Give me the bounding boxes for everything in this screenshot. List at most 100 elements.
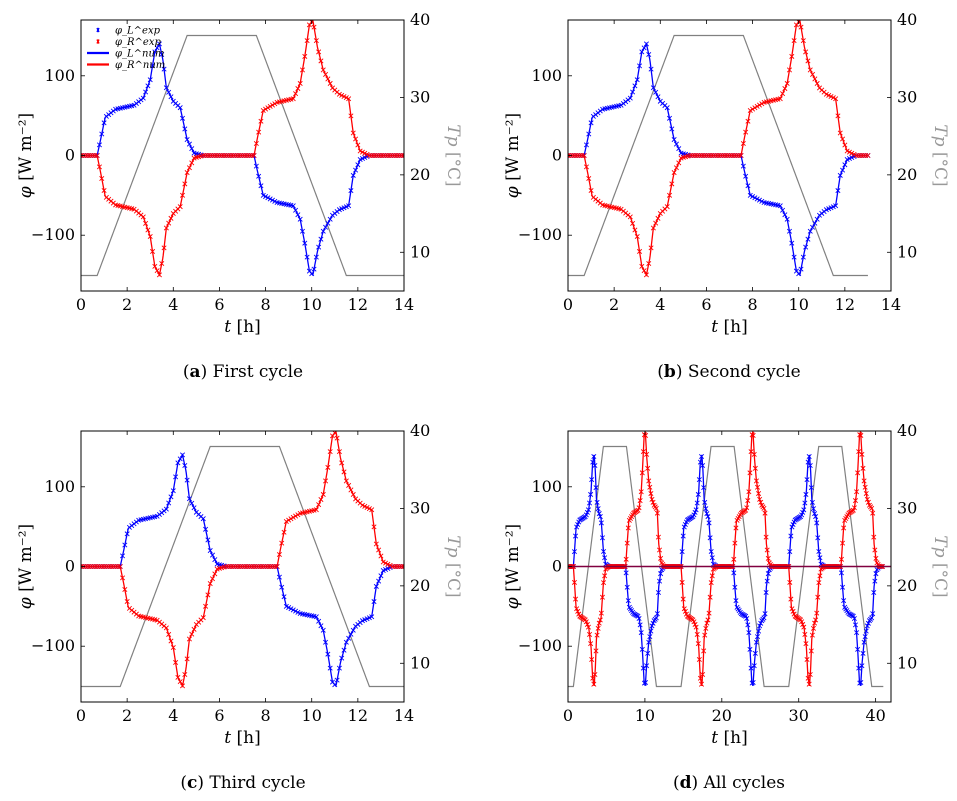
data-point <box>184 656 190 662</box>
data-point <box>339 655 345 661</box>
data-point <box>696 477 702 483</box>
data-point <box>693 624 699 630</box>
data-point <box>598 520 604 526</box>
data-point <box>752 465 758 471</box>
y2-tick-label: 10 <box>897 242 917 261</box>
data-point <box>731 570 737 576</box>
data-point <box>96 142 102 148</box>
data-point <box>156 272 162 278</box>
data-point <box>641 268 647 274</box>
data-point <box>376 547 382 553</box>
data-point <box>640 665 646 671</box>
data-point <box>744 505 750 511</box>
data-point <box>646 261 652 267</box>
data-point <box>590 675 596 681</box>
data-point <box>650 225 656 231</box>
y2-tick-label: 20 <box>897 576 917 595</box>
data-point <box>343 639 349 645</box>
data-point <box>637 248 643 254</box>
markers-phiL-exp <box>81 41 404 277</box>
data-point <box>658 571 664 577</box>
data-point <box>281 594 287 600</box>
data-point <box>747 470 753 476</box>
data-point <box>644 663 650 669</box>
data-point <box>753 478 759 484</box>
data-point <box>179 452 186 458</box>
data-point <box>207 581 213 587</box>
data-point <box>599 594 605 600</box>
data-point <box>777 96 783 102</box>
data-point <box>373 583 379 589</box>
data-point <box>124 598 130 604</box>
data-point <box>791 254 797 260</box>
data-point <box>765 555 771 561</box>
series-line-phiL-num <box>568 454 884 686</box>
y-tick-label: −100 <box>518 636 562 655</box>
data-point <box>281 529 287 535</box>
data-point <box>299 228 306 234</box>
data-point <box>653 89 659 95</box>
data-point <box>316 502 322 508</box>
data-point <box>320 491 326 497</box>
data-point <box>863 491 869 497</box>
y-tick-label: 100 <box>44 66 75 85</box>
data-point <box>313 507 319 513</box>
x-tick-label: 14 <box>394 706 414 725</box>
data-point <box>150 248 156 254</box>
data-point <box>634 234 640 240</box>
data-point <box>311 266 317 272</box>
data-point <box>743 173 749 179</box>
data-point <box>120 553 126 559</box>
data-point <box>101 120 107 126</box>
data-point <box>632 227 638 233</box>
series-line-phiR-num <box>568 20 868 277</box>
data-point <box>207 548 213 554</box>
data-point <box>863 628 869 634</box>
data-point <box>746 630 752 636</box>
data-point <box>630 89 636 95</box>
data-point <box>841 525 847 531</box>
data-point <box>124 531 130 537</box>
caption-c-label: c <box>186 773 198 793</box>
data-point <box>842 142 848 148</box>
y2-tick-label: 40 <box>410 10 430 29</box>
x-tick-label: 10 <box>302 706 322 725</box>
data-point <box>655 94 661 100</box>
data-point <box>184 477 190 483</box>
data-point <box>807 228 813 234</box>
data-point <box>873 571 879 577</box>
data-point <box>754 103 760 109</box>
data-point <box>323 71 329 77</box>
data-point <box>865 152 871 159</box>
data-point <box>378 553 384 559</box>
data-point <box>152 263 158 269</box>
data-point <box>643 41 649 47</box>
data-point <box>297 80 303 86</box>
data-point <box>639 263 645 269</box>
data-point <box>318 236 324 242</box>
data-point <box>814 216 820 222</box>
data-point <box>850 507 856 513</box>
data-point <box>666 192 673 198</box>
data-point <box>316 49 322 55</box>
data-point <box>802 631 808 637</box>
data-point <box>696 656 702 662</box>
data-point <box>601 580 607 586</box>
data-point <box>705 514 711 520</box>
data-point <box>680 596 686 602</box>
series-line-Tp <box>568 34 868 277</box>
data-point <box>596 620 602 626</box>
data-point <box>150 63 156 69</box>
data-point <box>803 49 809 55</box>
data-point <box>854 489 860 495</box>
data-point <box>122 587 128 593</box>
data-point <box>320 67 326 73</box>
data-point <box>279 584 285 590</box>
data-point <box>323 224 329 230</box>
data-point <box>179 683 186 689</box>
data-point <box>588 187 594 193</box>
data-point <box>864 623 870 629</box>
y-tick-label: −100 <box>518 225 562 244</box>
data-point <box>179 115 186 121</box>
x-tick-label: 0 <box>76 295 86 314</box>
